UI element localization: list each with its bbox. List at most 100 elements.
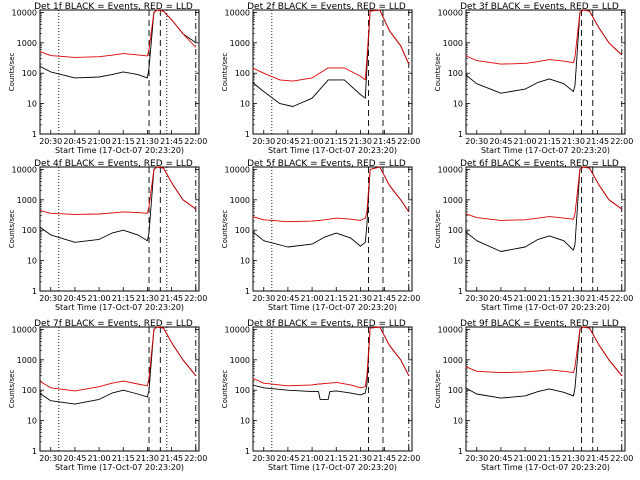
x-tick-label: 21:00 — [301, 294, 324, 303]
y-tick-label: 1 — [32, 447, 37, 456]
y-tick-label: 1000 — [17, 356, 37, 365]
y-tick-label: 10000 — [12, 325, 37, 334]
x-axis-label: Start Time (17-Oct-07 20:23:20) — [55, 303, 184, 312]
x-tick-label: 21:30 — [136, 294, 159, 303]
series-line-lld — [252, 326, 410, 389]
y-tick-label: 100 — [448, 386, 463, 395]
series-line-events — [465, 9, 623, 94]
x-tick-label: 20:45 — [489, 454, 512, 463]
x-tick-label: 21:45 — [160, 137, 183, 146]
x-tick-label: 21:15 — [112, 294, 135, 303]
x-tick-label: 21:45 — [373, 137, 396, 146]
x-tick-label: 21:30 — [562, 294, 585, 303]
series-line-lld — [252, 166, 410, 223]
x-tick-label: 21:30 — [349, 294, 372, 303]
y-axis-label: Counts/sec — [8, 370, 16, 409]
y-tick-label: 1 — [245, 447, 250, 456]
y-axis-label: Counts/sec — [434, 53, 442, 92]
y-tick-label: 10 — [240, 100, 250, 109]
x-tick-label: 21:45 — [586, 454, 609, 463]
x-tick-label: 21:00 — [514, 454, 537, 463]
y-tick-label: 10000 — [225, 165, 250, 174]
y-tick-label: 100 — [235, 386, 250, 395]
x-axis-label: Start Time (17-Oct-07 20:23:20) — [481, 303, 610, 312]
x-tick-label: 20:45 — [276, 454, 299, 463]
y-tick-label: 100 — [448, 69, 463, 78]
panel-title: Det 3f BLACK = Events, RED = LLD — [460, 2, 619, 12]
plot-frame — [465, 326, 626, 452]
y-tick-label: 1000 — [230, 356, 250, 365]
y-tick-label: 10 — [27, 417, 37, 426]
plot-frame — [39, 166, 200, 292]
panel-det-7: Det 7f BLACK = Events, RED = LLD Counts/s… — [8, 319, 207, 472]
x-tick-label: 21:00 — [88, 137, 111, 146]
x-tick-label: 21:00 — [514, 137, 537, 146]
x-tick-label: 20:45 — [276, 137, 299, 146]
plot-frame — [39, 326, 200, 452]
x-tick-label: 21:15 — [112, 137, 135, 146]
y-tick-label: 10000 — [12, 8, 37, 17]
x-tick-label: 21:00 — [514, 294, 537, 303]
series-line-lld — [465, 9, 623, 65]
x-tick-label: 21:45 — [586, 137, 609, 146]
x-tick-label: 21:15 — [538, 294, 561, 303]
y-axis-label: Counts/sec — [8, 53, 16, 92]
x-tick-label: 20:45 — [489, 137, 512, 146]
x-tick-label: 20:30 — [465, 137, 488, 146]
panel-det-4: Det 4f BLACK = Events, RED = LLD Counts/s… — [8, 159, 207, 312]
panel-title: Det 8f BLACK = Events, RED = LLD — [247, 319, 406, 329]
x-tick-label: 20:30 — [252, 294, 275, 303]
y-tick-label: 10000 — [438, 8, 463, 17]
x-tick-label: 21:15 — [325, 454, 348, 463]
panel-det-9: Det 9f BLACK = Events, RED = LLD Counts/s… — [434, 319, 633, 472]
series-line-events — [39, 166, 197, 243]
x-axis-label: Start Time (17-Oct-07 20:23:20) — [481, 146, 610, 155]
y-tick-label: 1000 — [443, 39, 463, 48]
panel-title: Det 5f BLACK = Events, RED = LLD — [247, 159, 406, 169]
y-tick-label: 10000 — [225, 8, 250, 17]
x-axis-label: Start Time (17-Oct-07 20:23:20) — [55, 463, 184, 472]
x-tick-label: 21:30 — [349, 137, 372, 146]
x-tick-label: 21:45 — [160, 454, 183, 463]
x-tick-label: 20:30 — [252, 137, 275, 146]
x-tick-label: 21:30 — [562, 137, 585, 146]
x-tick-label: 20:30 — [252, 454, 275, 463]
y-tick-label: 10000 — [438, 325, 463, 334]
series-line-events — [252, 166, 410, 248]
panel-det-1: Det 1f BLACK = Events, RED = LLD Counts/s… — [8, 2, 207, 155]
y-tick-label: 1 — [245, 287, 250, 296]
y-tick-label: 100 — [22, 69, 37, 78]
series-line-events — [39, 326, 197, 405]
panel-title: Det 9f BLACK = Events, RED = LLD — [460, 319, 619, 329]
y-tick-label: 1 — [32, 287, 37, 296]
y-axis-label: Counts/sec — [221, 53, 229, 92]
y-tick-label: 1 — [458, 287, 463, 296]
y-tick-label: 1 — [32, 130, 37, 139]
plot-frame — [252, 9, 413, 135]
x-axis-label: Start Time (17-Oct-07 20:23:20) — [268, 463, 397, 472]
y-tick-label: 10000 — [438, 165, 463, 174]
x-tick-label: 21:15 — [325, 294, 348, 303]
series-line-lld — [465, 166, 623, 221]
y-tick-label: 1000 — [230, 196, 250, 205]
y-tick-label: 100 — [22, 226, 37, 235]
x-tick-label: 21:30 — [136, 137, 159, 146]
x-tick-label: 22:00 — [397, 294, 420, 303]
y-tick-label: 10 — [240, 257, 250, 266]
panel-title: Det 6f BLACK = Events, RED = LLD — [460, 159, 619, 169]
x-tick-label: 22:00 — [184, 454, 207, 463]
panel-title: Det 7f BLACK = Events, RED = LLD — [34, 319, 193, 329]
x-tick-label: 21:45 — [373, 294, 396, 303]
y-axis-label: Counts/sec — [221, 210, 229, 249]
series-line-events — [465, 166, 623, 252]
series-line-lld — [252, 9, 410, 82]
panel-title: Det 4f BLACK = Events, RED = LLD — [34, 159, 193, 169]
x-tick-label: 22:00 — [610, 454, 633, 463]
x-tick-label: 20:30 — [39, 294, 62, 303]
x-tick-label: 21:00 — [301, 454, 324, 463]
x-tick-label: 22:00 — [184, 137, 207, 146]
y-tick-label: 10 — [453, 100, 463, 109]
panel-det-8: Det 8f BLACK = Events, RED = LLD Counts/s… — [221, 319, 420, 472]
x-axis-label: Start Time (17-Oct-07 20:23:20) — [268, 146, 397, 155]
